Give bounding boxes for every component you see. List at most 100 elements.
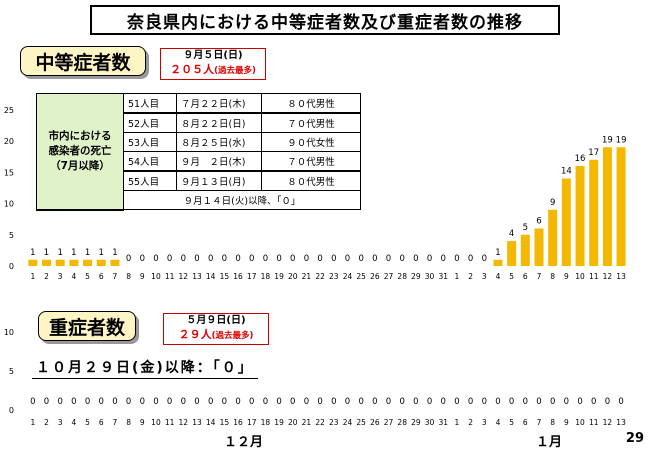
moderate-y-tick-label: 10 [4,200,14,209]
moderate-value-label: 0 [482,254,487,264]
moderate-value-label: 6 [536,217,541,227]
severe-value-label: 0 [536,397,541,407]
severe-y-tick-label: 0 [9,406,14,415]
moderate-x-tick-label: 16 [233,272,243,281]
moderate-label: 中等症者数 [20,46,146,76]
moderate-value-label: 0 [372,254,377,264]
severe-value-label: 0 [85,397,90,407]
deaths-ordinal: 54人目 [123,151,177,172]
moderate-value-label: 0 [454,254,459,264]
severe-y-tick-label: 5 [9,367,14,376]
severe-value-label: 0 [454,397,459,407]
severe-x-tick-label: 13 [192,418,202,427]
moderate-bar [96,259,106,266]
severe-value-label: 0 [605,397,610,407]
moderate-x-tick-label: 15 [220,272,230,281]
severe-peak-note: (過去最多) [211,331,254,341]
moderate-bar [534,228,544,266]
severe-value-label: 0 [372,397,377,407]
severe-x-tick-label: 2 [468,418,473,427]
moderate-value-label: 1 [71,248,76,258]
moderate-x-tick-label: 2 [468,272,473,281]
severe-x-tick-label: 3 [482,418,487,427]
severe-x-tick-label: 10 [151,418,161,427]
deaths-ordinal: 51人目 [123,93,177,114]
moderate-y-tick-label: 25 [4,106,14,115]
moderate-value-label: 0 [235,254,240,264]
deaths-date: ８月２２日(日) [176,112,262,133]
severe-x-tick-label: 11 [589,418,599,427]
severe-label: 重症者数 [38,311,136,341]
moderate-x-tick-label: 17 [247,272,257,281]
deaths-date: ７月２２日(木) [176,93,262,114]
severe-value-label: 0 [399,397,404,407]
moderate-value-label: 14 [561,167,572,177]
moderate-x-tick-label: 4 [496,272,501,281]
moderate-bar [561,178,571,266]
severe-value-label: 0 [441,397,446,407]
severe-value-label: 0 [386,397,391,407]
severe-x-tick-label: 9 [140,418,145,427]
moderate-x-tick-label: 27 [384,272,394,281]
moderate-x-tick-label: 21 [302,272,312,281]
severe-value-label: 0 [276,397,281,407]
severe-value-label: 0 [181,397,186,407]
moderate-x-tick-label: 28 [397,272,407,281]
severe-x-tick-label: 17 [247,418,257,427]
severe-value-label: 0 [577,397,582,407]
severe-x-tick-label: 4 [496,418,501,427]
deaths-ordinal: 53人目 [123,132,177,152]
moderate-bar [548,209,558,266]
moderate-value-label: 1 [99,248,104,258]
severe-x-tick-label: 2 [44,418,49,427]
severe-x-tick-label: 5 [85,418,90,427]
moderate-value-label: 0 [276,254,281,264]
moderate-value-label: 0 [249,254,254,264]
deaths-age-sex: ７０代男性 [261,151,361,172]
moderate-value-label: 0 [181,254,186,264]
severe-peak-value: ２９人 [178,328,212,341]
deaths-table-row: 市内における 感染者の死亡 （7月以降） 51人目 ７月２２日(木) ８０代男性 [36,93,361,211]
moderate-value-label: 16 [575,154,586,164]
moderate-value-label: 0 [222,254,227,264]
deaths-age-sex: ７０代男性 [261,112,361,133]
deaths-age-sex: ８０代男性 [261,170,361,191]
moderate-bar [69,259,79,266]
severe-value-label: 0 [208,397,213,407]
moderate-value-label: 1 [495,248,500,258]
severe-x-tick-label: 15 [220,418,230,427]
severe-value-label: 0 [249,397,254,407]
severe-x-tick-label: 4 [71,418,76,427]
moderate-x-tick-label: 1 [30,272,35,281]
moderate-x-tick-label: 11 [589,272,599,281]
severe-x-tick-label: 31 [438,418,448,427]
moderate-value-label: 9 [550,198,555,208]
severe-value-label: 0 [564,397,569,407]
severe-x-tick-label: 10 [575,418,585,427]
moderate-x-tick-label: 12 [179,272,189,281]
deaths-table-row: 55人目 ９月１３日(月) ８０代男性 [37,170,361,191]
moderate-bar [589,159,599,266]
moderate-bar [28,259,38,266]
moderate-x-tick-label: 8 [126,272,131,281]
moderate-x-tick-label: 8 [550,272,555,281]
moderate-x-tick-label: 5 [509,272,514,281]
moderate-bar [616,147,626,266]
moderate-x-tick-label: 20 [288,272,298,281]
deaths-table-header: 市内における 感染者の死亡 （7月以降） [36,93,124,211]
moderate-x-tick-label: 31 [438,272,448,281]
month-label-january: １月 [536,435,563,450]
moderate-bar [110,259,120,266]
severe-value-label: 0 [482,397,487,407]
moderate-value-label: 0 [331,254,336,264]
severe-value-label: 0 [235,397,240,407]
moderate-value-label: 0 [126,254,131,264]
page-title: 奈良県内における中等症者数及び重症者数の推移 [90,5,560,35]
severe-value-label: 0 [263,397,268,407]
moderate-value-label: 0 [399,254,404,264]
severe-value-label: 0 [44,397,49,407]
severe-value-label: 0 [167,397,172,407]
severe-x-tick-label: 11 [165,418,175,427]
severe-x-tick-label: 5 [509,418,514,427]
moderate-bar [493,259,503,266]
